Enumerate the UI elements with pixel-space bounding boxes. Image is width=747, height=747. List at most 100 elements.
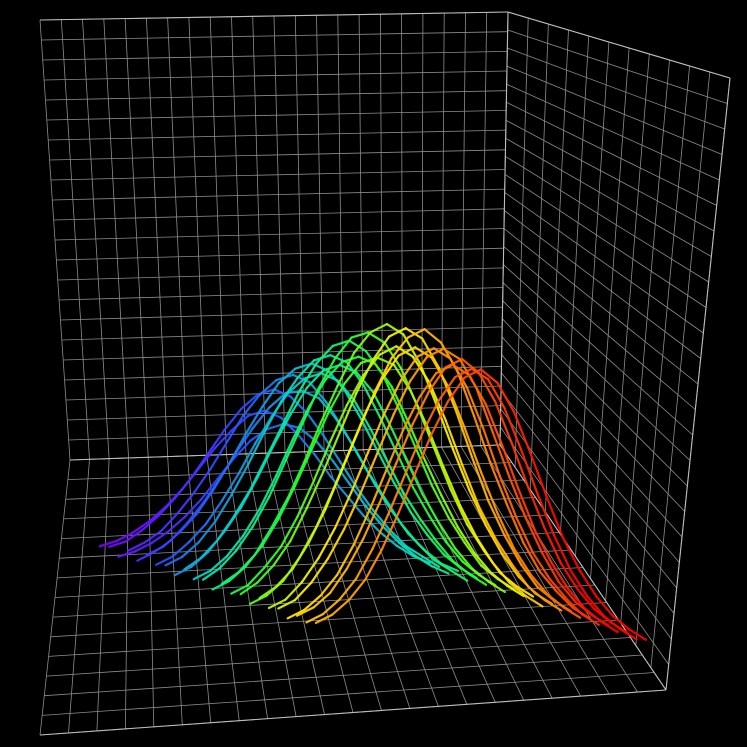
series-line-segment (260, 517, 280, 548)
side-wall-gridline (505, 137, 712, 257)
series-line-segment (409, 389, 429, 427)
series-line-segment (343, 491, 362, 530)
series-line-segment (414, 554, 434, 568)
series-line-segment (494, 400, 513, 444)
series-line-segment (526, 486, 546, 530)
series-line-segment (496, 381, 516, 413)
series-line-segment (602, 614, 622, 631)
series-line-segment (421, 337, 440, 369)
series-line-segment (402, 395, 421, 432)
series-line-segment (289, 386, 308, 416)
series-line-segment (444, 419, 464, 467)
series-line-segment (428, 366, 447, 393)
series-line-segment (367, 331, 386, 344)
side-wall-gridline (506, 65, 723, 155)
series-line-segment (512, 410, 532, 455)
side-wall-gridline (501, 336, 683, 538)
series-line-segment (503, 534, 523, 566)
series-line-segment (239, 581, 259, 596)
series-line-segment (246, 430, 266, 466)
series-line-segment (98, 539, 118, 548)
series-line-segment (411, 390, 431, 426)
series-line-segment (305, 470, 325, 510)
box-edge (69, 444, 501, 461)
series-line-segment (517, 488, 537, 533)
series-line-segment (178, 513, 198, 534)
series-line-segment (529, 573, 549, 596)
series-line-segment (498, 475, 518, 519)
series-line-segment (451, 363, 471, 377)
series-line-segment (274, 568, 294, 588)
series-line-segment (345, 537, 365, 571)
series-line-segment (543, 527, 563, 565)
back-wall-gridline (54, 228, 505, 241)
series-line-segment (578, 569, 598, 598)
series-line-segment (385, 428, 405, 471)
back-wall-gridline (59, 287, 503, 301)
floor-gridline (42, 672, 655, 716)
series-line-segment (317, 527, 336, 560)
series-line-segment (321, 598, 341, 616)
series-line-segment (133, 541, 153, 553)
series-line-segment (317, 357, 337, 390)
series-line-segment (376, 356, 396, 366)
series-line-segment (350, 331, 370, 339)
series-layer (98, 323, 648, 641)
series-line-segment (258, 474, 278, 510)
series-line-segment (313, 452, 332, 478)
series-line-segment (258, 585, 278, 600)
back-wall-gridline (57, 267, 504, 281)
series-line-segment (230, 584, 249, 595)
back-wall-gridline (45, 90, 507, 101)
series-line-segment (487, 580, 506, 594)
series-line-segment (494, 537, 513, 566)
floor-gridline (50, 602, 607, 638)
series-line-segment (449, 488, 469, 526)
series-line-segment (216, 515, 235, 542)
series-line-segment (425, 347, 445, 359)
series-line-segment (489, 462, 509, 506)
series-line-segment (247, 409, 266, 417)
series-line-segment (380, 512, 400, 551)
series-line-segment (291, 541, 311, 571)
series-line-segment (157, 497, 177, 517)
series-line-segment (164, 555, 184, 567)
series-line-segment (442, 347, 461, 361)
series-line-segment (463, 426, 483, 474)
series-line-segment (319, 385, 339, 424)
series-line-segment (197, 446, 217, 470)
back-wall-gridline (64, 365, 502, 381)
series-line-segment (183, 498, 203, 519)
series-line-segment (432, 347, 452, 360)
series-line-segment (211, 580, 231, 591)
series-line-segment (324, 468, 344, 511)
series-line-segment (541, 552, 560, 584)
series-line-segment (352, 331, 372, 355)
series-line-segment (435, 403, 454, 451)
series-line-segment (279, 515, 299, 549)
series-line-segment (381, 354, 400, 381)
series-line-segment (524, 516, 544, 555)
series-line-segment (263, 545, 282, 569)
series-line-segment (209, 555, 228, 573)
series-line-segment (218, 549, 238, 570)
series-line-segment (220, 571, 240, 585)
back-wall-gridline (56, 247, 504, 261)
series-line-segment (562, 606, 582, 619)
series-line-segment (395, 423, 414, 465)
box-edge (39, 11, 509, 21)
series-line-segment (141, 514, 160, 532)
series-line-segment (251, 495, 271, 529)
series-line-segment (480, 471, 499, 515)
series-line-segment (449, 569, 469, 582)
series-line-segment (400, 522, 419, 545)
series-line-segment (354, 547, 374, 581)
series-line-segment (428, 515, 448, 544)
series-line-segment (435, 540, 455, 563)
series-line-segment (126, 541, 146, 553)
series-line-segment (366, 412, 386, 454)
series-line-segment (284, 580, 303, 601)
series-line-segment (371, 390, 391, 425)
series-line-segment (242, 393, 261, 417)
